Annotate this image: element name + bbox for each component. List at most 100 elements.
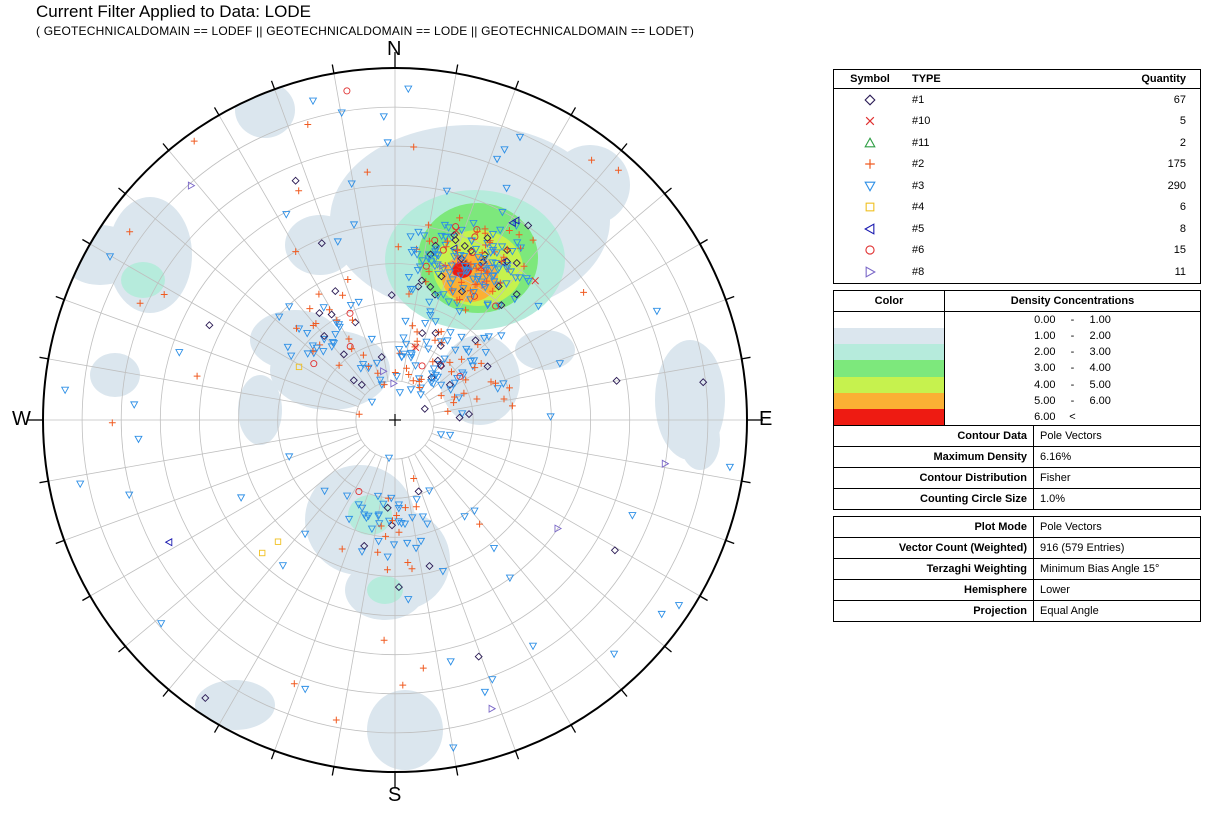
triangle-down-pole-marker — [494, 264, 504, 273]
circle-pole-marker — [310, 360, 318, 368]
density-contours — [60, 82, 725, 770]
triangle-down-pole-marker — [410, 246, 419, 255]
plus-pole-marker — [456, 214, 463, 222]
plus-pole-marker — [492, 379, 499, 387]
triangle-down-pole-marker — [367, 335, 376, 344]
plus-pole-marker — [293, 324, 300, 332]
plus-pole-marker — [389, 517, 396, 524]
diamond-pole-marker — [445, 380, 454, 389]
density-contour — [90, 353, 140, 397]
azimuth-tick — [455, 64, 459, 74]
plus-pole-marker — [380, 636, 388, 644]
density-contour — [195, 680, 275, 730]
triangle-down-pole-marker — [499, 380, 508, 388]
legend-quantity: 175 — [1167, 158, 1186, 171]
triangle-down-pole-marker — [412, 251, 422, 259]
diamond-pole-marker — [420, 404, 429, 413]
plus-pole-marker — [335, 361, 343, 369]
legend-type: #11 — [912, 136, 930, 149]
triangle-down-pole-marker — [379, 113, 388, 121]
density-swatch — [834, 376, 944, 393]
triangle-down-pole-marker — [379, 500, 388, 509]
triangle-down-pole-marker — [404, 596, 413, 604]
plus-pole-marker — [454, 247, 461, 254]
diamond-pole-marker — [417, 276, 426, 285]
triangle-down-pole-marker — [486, 249, 495, 257]
contour-value: 1.0% — [1040, 493, 1066, 505]
plot-value: Equal Angle — [1040, 605, 1099, 617]
plus-pole-marker — [503, 245, 511, 253]
triangle-down-pole-marker — [480, 334, 489, 343]
plus-pole-marker — [344, 276, 352, 283]
triangle-down-pole-marker — [481, 349, 490, 357]
density-high: 5.00 — [1089, 378, 1111, 391]
triangle-down-pole-marker — [157, 620, 166, 628]
circle-pole-marker — [418, 362, 426, 370]
density-ranges: 0.00-1.00 1.00-2.00 2.00-3.00 3.00-4.00 4.00… — [945, 312, 1201, 426]
plus-pole-marker — [474, 341, 482, 348]
azimuth-line — [168, 449, 371, 690]
diamond-symbol-icon — [834, 89, 907, 111]
legend-type: #6 — [912, 244, 925, 257]
azimuth-tick — [741, 480, 751, 484]
triangle-down-pole-marker — [373, 492, 383, 501]
plus-pole-marker — [108, 419, 116, 427]
triangle-down-pole-marker — [446, 329, 455, 337]
plus-pole-marker — [580, 289, 587, 296]
plus-pole-marker — [380, 381, 388, 388]
triangle-down-pole-marker — [354, 298, 363, 307]
plus-pole-marker — [292, 248, 300, 255]
density-swatch — [834, 312, 944, 329]
contour-label: Contour Distribution — [833, 467, 1034, 489]
legend-type: #2 — [912, 158, 925, 171]
triangle-down-symbol-icon — [834, 175, 907, 197]
triangle-down-pole-marker — [407, 351, 416, 360]
cross-x-pole-marker — [531, 276, 539, 285]
triangle-down-pole-marker — [303, 350, 312, 358]
plus-pole-marker — [438, 339, 446, 347]
azimuth-tick — [213, 107, 220, 116]
density-separator: - — [1070, 346, 1075, 359]
triangle-down-pole-marker — [387, 494, 396, 503]
compass-north: N — [387, 38, 402, 60]
triangle-down-pole-marker — [451, 346, 460, 355]
triangle-up-symbol-icon — [834, 132, 907, 154]
triangle-right-pole-marker — [488, 704, 497, 713]
triangle-down-pole-marker — [433, 292, 443, 300]
diamond-pole-marker — [474, 652, 483, 661]
triangle-down-pole-marker — [489, 545, 499, 553]
triangle-down-pole-marker — [427, 258, 436, 266]
azimuth-ticks — [27, 52, 763, 788]
plus-pole-marker — [409, 322, 416, 330]
triangle-down-pole-marker — [394, 501, 404, 510]
plus-pole-marker — [444, 237, 451, 245]
density-separator: - — [1070, 314, 1075, 327]
triangle-down-pole-marker — [425, 487, 434, 496]
plus-pole-marker — [437, 392, 445, 399]
triangle-right-pole-marker — [380, 367, 388, 376]
diamond-pole-marker — [205, 321, 214, 330]
triangle-down-pole-marker — [342, 492, 352, 501]
plus-pole-marker — [399, 681, 407, 689]
triangle-down-pole-marker — [414, 228, 423, 237]
triangle-down-pole-marker — [450, 379, 459, 388]
plus-pole-marker — [506, 384, 513, 392]
triangle-down-pole-marker — [491, 260, 500, 268]
density-swatch — [834, 360, 944, 377]
triangle-down-pole-marker — [406, 354, 416, 362]
plus-pole-marker — [472, 264, 480, 272]
azimuth-tick — [270, 80, 276, 90]
diamond-pole-marker — [327, 310, 336, 319]
triangle-down-pole-marker — [308, 342, 317, 351]
azimuth-line — [431, 299, 726, 407]
plot-row: Vector Count (Weighted) 916 (579 Entries) — [833, 537, 1201, 559]
triangle-down-pole-marker — [471, 245, 481, 254]
legend-row: #4 6 — [834, 197, 1201, 219]
legend-type: #8 — [912, 265, 925, 278]
azimuth-tick — [331, 766, 335, 776]
header-symbol: Symbol — [833, 69, 906, 89]
diamond-pole-marker — [357, 380, 366, 389]
azimuth-tick — [213, 724, 220, 733]
plus-pole-marker — [345, 335, 353, 343]
triangle-down-pole-marker — [436, 338, 446, 346]
